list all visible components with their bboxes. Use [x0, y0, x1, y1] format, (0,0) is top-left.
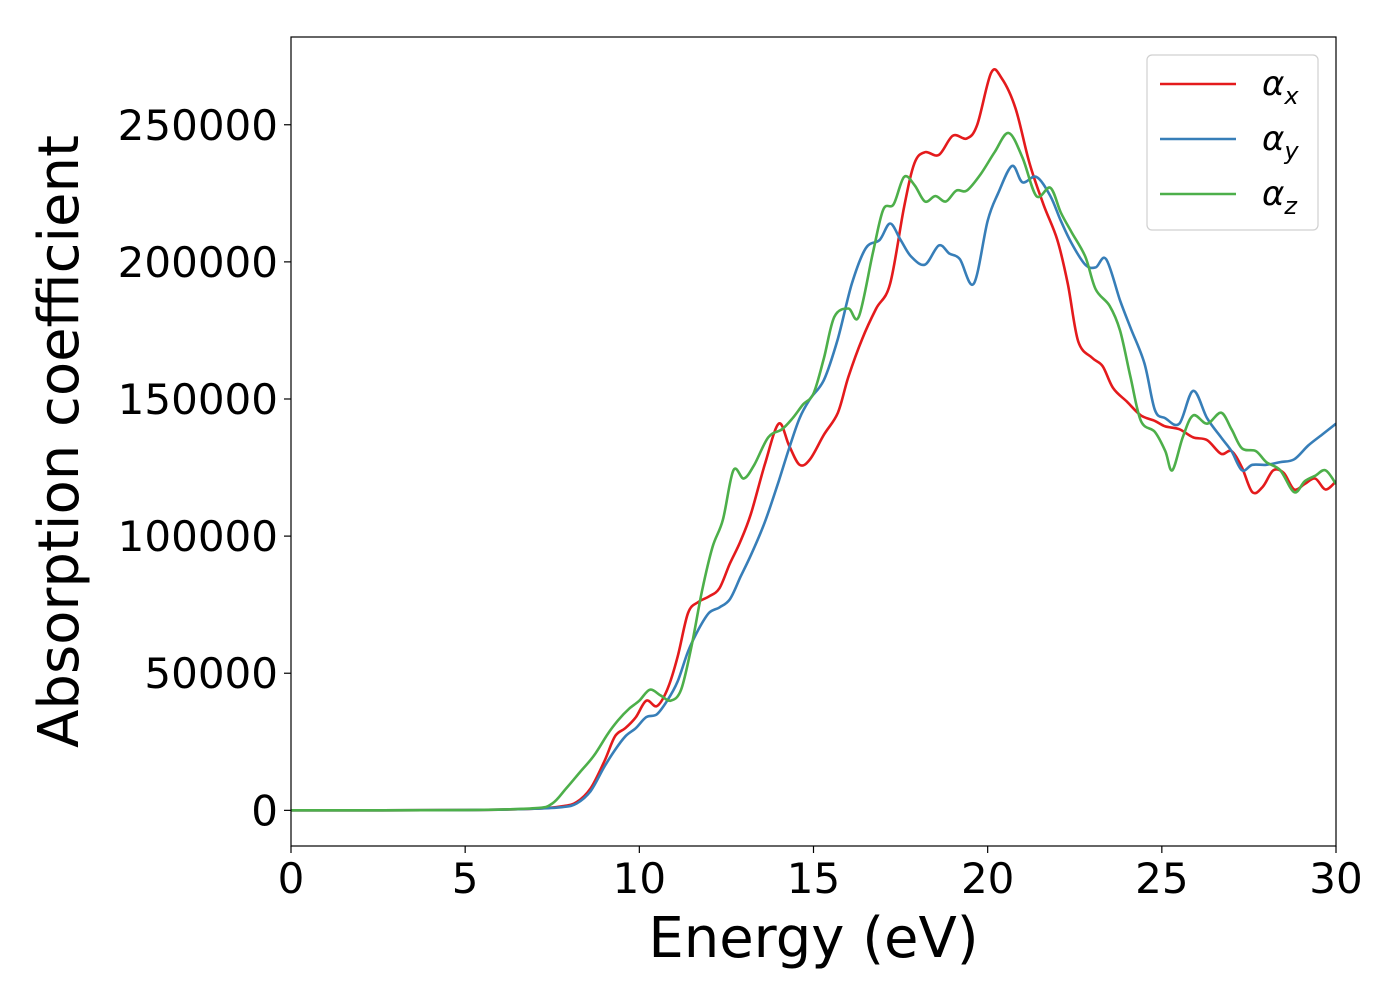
y-tick-label: 0	[251, 786, 278, 835]
legend-label-x: αx	[1262, 64, 1299, 110]
y-ticks: 0 50000 100000 150000 200000 250000	[118, 101, 291, 835]
y-tick-label: 250000	[118, 101, 278, 150]
legend-label-z: αz	[1262, 174, 1298, 220]
series-line-y	[291, 164, 1336, 812]
x-tick-label: 25	[1135, 854, 1188, 903]
legend-label-y: αy	[1262, 119, 1299, 165]
legend: αx αy αz	[1146, 54, 1319, 231]
x-tick-label: 5	[452, 854, 479, 903]
x-tick-label: 0	[278, 854, 305, 903]
series-line-x	[291, 68, 1336, 812]
y-axis-label: Absorption coefficient	[27, 135, 92, 748]
x-tick-label: 20	[961, 854, 1014, 903]
y-tick-label: 200000	[118, 238, 278, 287]
x-tick-label: 10	[613, 854, 666, 903]
y-tick-label: 150000	[118, 375, 278, 424]
series-layer	[291, 68, 1336, 812]
x-axis-label: Energy (eV)	[648, 906, 978, 971]
series-line-z	[291, 131, 1336, 812]
x-tick-label: 15	[787, 854, 840, 903]
y-tick-label: 100000	[118, 512, 278, 561]
x-tick-label: 30	[1309, 854, 1362, 903]
x-ticks: 0 5 10 15 20 25 30	[278, 846, 1363, 903]
legend-box	[1146, 54, 1319, 231]
y-tick-label: 50000	[144, 649, 278, 698]
